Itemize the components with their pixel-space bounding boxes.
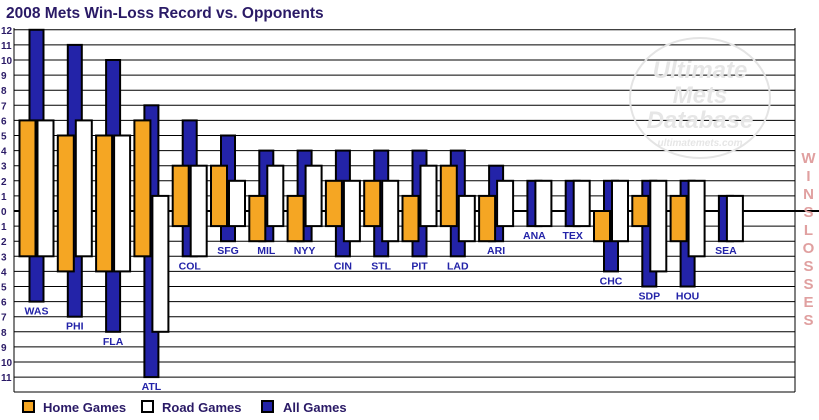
legend-label-home: Home Games (43, 400, 127, 415)
chart-title: 2008 Mets Win-Loss Record vs. Opponents (6, 5, 324, 22)
legend-swatch-all (261, 400, 274, 413)
y-tick-label-wins: 4 (1, 147, 7, 158)
legend-swatch-home (22, 400, 35, 413)
y-tick-label-losses: 11 (1, 373, 12, 384)
watermark-text: ultimatemets.com (657, 138, 742, 149)
y-tick-label-wins: 7 (1, 101, 7, 112)
category-label: CIN (334, 260, 352, 272)
y-tick-label-wins: 3 (1, 162, 7, 173)
category-label: MIL (257, 245, 276, 257)
y-tick-label-losses: 2 (1, 237, 7, 248)
category-label: SDP (639, 291, 661, 303)
bar-road-games (611, 179, 629, 243)
bar-home-games (631, 194, 650, 228)
bar-home-games (669, 194, 688, 243)
y-tick-label-losses: 9 (1, 343, 7, 354)
category-label: ANA (523, 230, 546, 242)
y-tick-label-wins: 10 (1, 56, 13, 67)
bar-road-games (496, 179, 515, 228)
category-label: ARI (487, 245, 505, 257)
bar-home-games (439, 164, 458, 228)
bar-road-games (649, 179, 668, 273)
bar-road-games (266, 164, 285, 228)
bar-road-games (228, 179, 246, 228)
bar-home-games (210, 164, 228, 228)
legend-label-road: Road Games (162, 400, 242, 415)
category-label: WAS (25, 306, 49, 318)
bar-road-games (189, 164, 208, 258)
y-tick-label-wins: 6 (1, 116, 7, 127)
category-label: HOU (676, 291, 699, 303)
y-tick-label-wins: 1 (1, 192, 7, 203)
losses-label: LOSSES (800, 222, 817, 330)
category-label: SEA (715, 245, 737, 257)
bar-road-games (151, 194, 170, 333)
y-tick-label-losses: 6 (1, 298, 7, 309)
bar-road-games (572, 179, 591, 228)
bar-road-games (74, 119, 93, 258)
bar-road-games (36, 119, 55, 258)
y-tick-label-losses: 1 (1, 222, 7, 233)
category-label: NYY (294, 245, 316, 257)
legend-label-all: All Games (283, 400, 347, 415)
category-label: ATL (142, 381, 162, 393)
category-label: PIT (411, 260, 428, 272)
bar-road-games (534, 179, 553, 228)
bar-road-games (113, 134, 132, 273)
y-tick-label-wins: 0 (1, 207, 7, 218)
bar-home-games (133, 119, 152, 258)
bar-home-games (324, 179, 343, 228)
category-label: SFG (217, 245, 239, 257)
y-tick-label-losses: 8 (1, 328, 7, 339)
y-tick-label-wins: 8 (1, 86, 7, 97)
legend-swatch-road (141, 400, 154, 413)
y-tick-label-losses: 3 (1, 252, 7, 263)
bar-road-games (342, 179, 361, 243)
y-tick-label-losses: 4 (1, 267, 7, 278)
bar-road-games (725, 194, 744, 243)
bar-home-games (171, 164, 190, 228)
chart-bars (18, 28, 744, 379)
category-label: TEX (562, 230, 582, 242)
category-label: FLA (103, 336, 124, 348)
category-label: CHC (600, 275, 623, 287)
bar-road-games (419, 164, 438, 228)
y-tick-label-wins: 9 (1, 71, 7, 82)
bar-road-games (381, 179, 400, 243)
watermark-ring (629, 37, 771, 159)
bar-home-games (18, 119, 37, 258)
bar-home-games (95, 134, 114, 273)
category-labels: WAS PHI FLA ATL COL SFG MIL NYY CIN STL PIT LAD ARI A… (25, 230, 738, 393)
bar-home-games (401, 194, 420, 243)
category-label: PHI (66, 321, 84, 333)
y-tick-label-wins: 11 (1, 41, 12, 52)
bar-home-games (478, 194, 497, 243)
y-tick-label-losses: 7 (1, 313, 7, 324)
category-label: COL (179, 260, 202, 272)
y-tick-label-wins: 2 (1, 177, 7, 188)
y-tick-label-wins: 12 (1, 26, 13, 37)
bar-home-games (363, 179, 382, 228)
watermark-text: Ultimate (653, 57, 748, 84)
bar-home-games (56, 134, 75, 273)
category-label: LAD (447, 260, 469, 272)
bar-road-games (687, 179, 706, 258)
bar-road-games (304, 164, 323, 228)
bar-road-games (457, 194, 476, 243)
y-tick-label-wins: 5 (1, 132, 7, 143)
y-tick-label-losses: 10 (1, 358, 13, 369)
watermark-text: Mets (673, 82, 728, 109)
bar-home-games (248, 194, 267, 243)
wins-label: WINS (800, 150, 817, 222)
bar-home-games (286, 194, 305, 243)
category-label: STL (371, 260, 391, 272)
y-tick-label-losses: 5 (1, 283, 7, 294)
bar-home-games (593, 210, 611, 243)
watermark-text: Database (647, 107, 754, 134)
